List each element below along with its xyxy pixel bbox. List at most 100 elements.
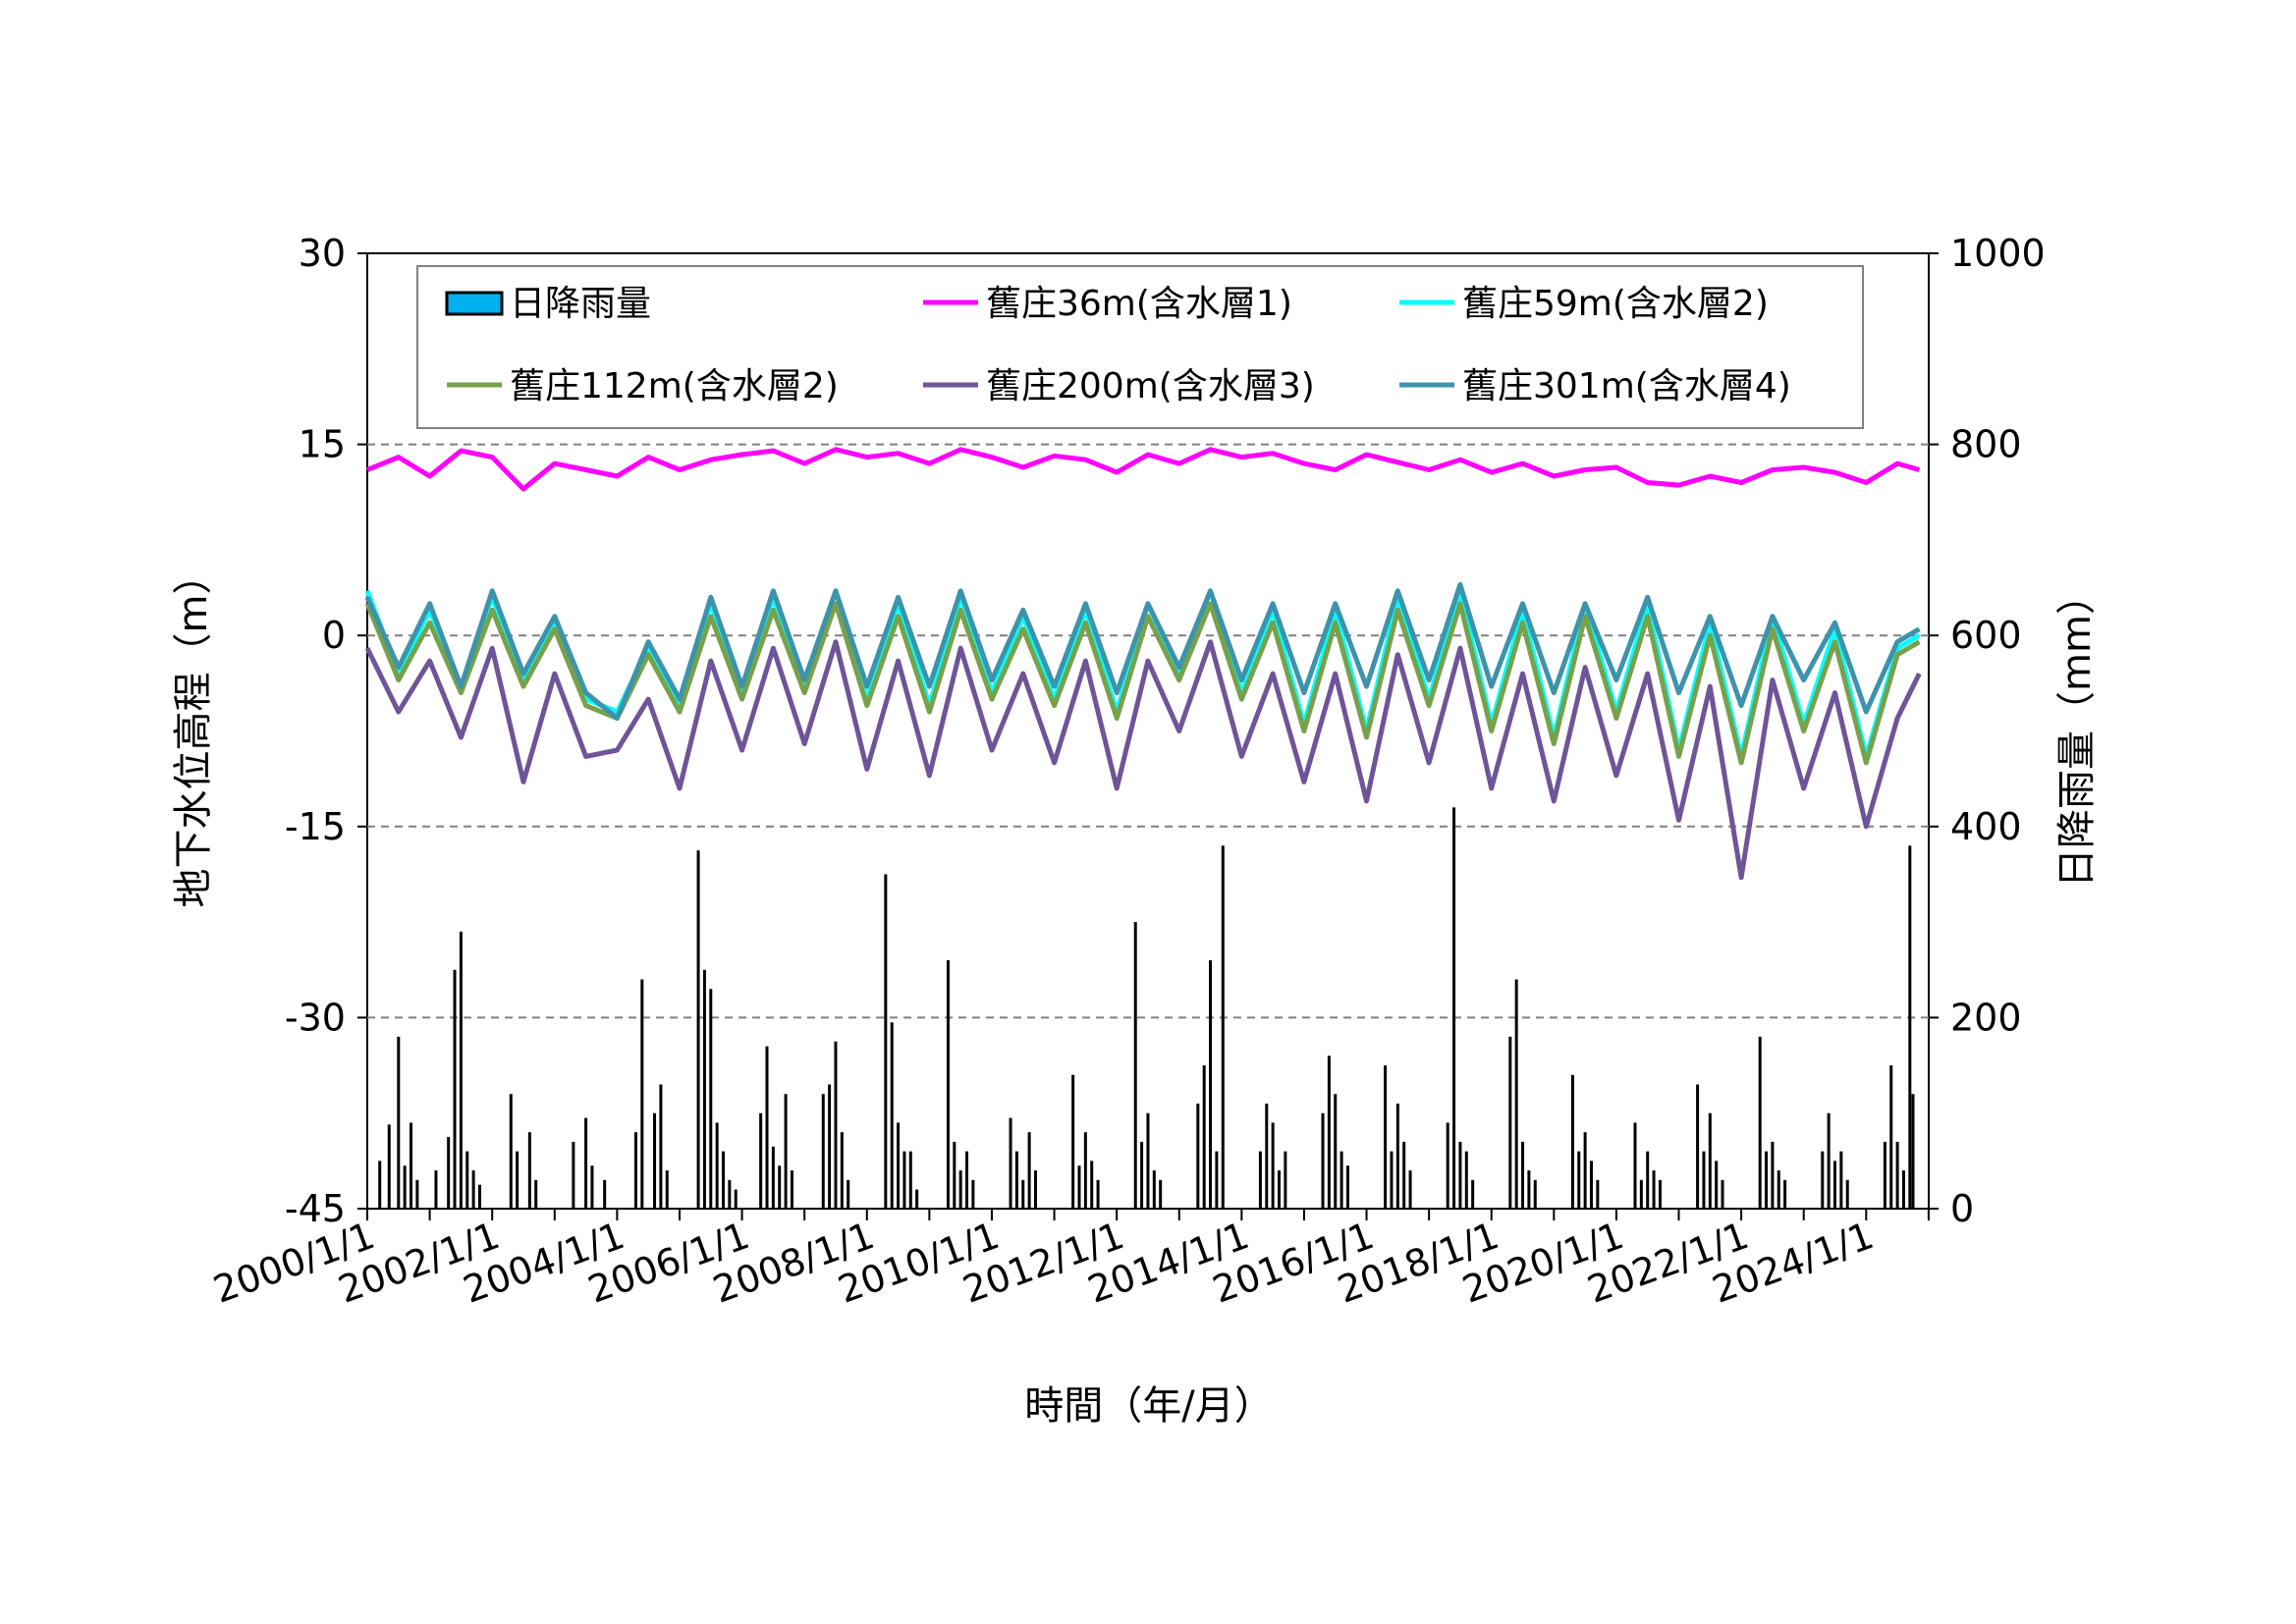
rainfall-bar xyxy=(828,1084,832,1209)
rainfall-bar xyxy=(1209,960,1213,1209)
rainfall-bar xyxy=(1033,1170,1037,1209)
rainfall-bar xyxy=(1583,1132,1587,1209)
rainfall-bar xyxy=(1159,1179,1163,1209)
rainfall-bar xyxy=(653,1112,657,1209)
rainfall-bar xyxy=(1339,1151,1343,1209)
rainfall-bar xyxy=(1839,1151,1843,1209)
rainfall-bar xyxy=(1646,1151,1650,1209)
rainfall-bar xyxy=(1140,1141,1144,1209)
legend-label: 舊庄112m(含水層2) xyxy=(510,366,839,406)
rainfall-bar xyxy=(1771,1141,1775,1209)
rainfall-bar xyxy=(1639,1179,1643,1209)
rainfall-bar xyxy=(1077,1165,1081,1209)
rainfall-bar xyxy=(1883,1141,1886,1209)
rainfall-bar xyxy=(387,1124,391,1209)
rainfall-bar xyxy=(709,989,713,1209)
rainfall-bar xyxy=(958,1170,962,1209)
series-lines xyxy=(364,447,1922,881)
rainfall-bar xyxy=(1146,1112,1150,1209)
rainfall-bar xyxy=(1765,1151,1769,1209)
rainfall-bar xyxy=(1321,1112,1325,1209)
rainfall-bar xyxy=(1221,845,1225,1209)
rainfall-bar xyxy=(665,1170,669,1209)
rainfall-bar xyxy=(1402,1141,1406,1209)
rainfall-bar xyxy=(946,960,950,1209)
rainfall-bar xyxy=(1083,1132,1087,1209)
right-tick-label: 1000 xyxy=(1950,232,2046,275)
rainfall-bar xyxy=(953,1141,957,1209)
legend-box xyxy=(416,265,1864,429)
rainfall-bar xyxy=(1911,1094,1915,1209)
rainfall-bar xyxy=(1845,1179,1849,1209)
rainfall-bar xyxy=(715,1122,719,1209)
rainfall-bar xyxy=(1596,1179,1600,1209)
rainfall-bar xyxy=(1284,1151,1287,1209)
rainfall-bar xyxy=(527,1132,531,1209)
rainfall-bar xyxy=(509,1094,513,1209)
rainfall-bar xyxy=(453,969,457,1209)
right-tick-label: 200 xyxy=(1950,996,2022,1039)
legend-label: 日降雨量 xyxy=(510,284,651,324)
rainfall-bar xyxy=(1901,1170,1905,1209)
rainfall-bar xyxy=(1009,1117,1012,1209)
rainfall-bar xyxy=(1345,1165,1349,1209)
series-line xyxy=(364,581,1921,721)
legend-label: 舊庄301m(含水層4) xyxy=(1462,366,1791,406)
rainfall-bar xyxy=(728,1179,732,1209)
series-line xyxy=(366,447,1921,492)
rainfall-bar xyxy=(477,1184,481,1209)
legend-swatch xyxy=(445,291,504,316)
left-tick-label: 0 xyxy=(322,614,346,657)
rainfall-bar xyxy=(397,1036,401,1209)
rainfall-bar xyxy=(1715,1161,1719,1209)
rainfall-bar xyxy=(1395,1103,1399,1209)
rainfall-bar xyxy=(1758,1036,1762,1209)
rainfall-bar xyxy=(1696,1084,1700,1209)
rainfall-bar xyxy=(590,1165,594,1209)
rainfall-bar xyxy=(603,1179,607,1209)
right-tick-label: 400 xyxy=(1950,805,2022,848)
rainfall-bar xyxy=(1777,1170,1780,1209)
rainfall-bar xyxy=(471,1170,475,1209)
rainfall-bar xyxy=(1633,1122,1637,1209)
rainfall-bar xyxy=(908,1151,912,1209)
rainfall-bar xyxy=(1446,1122,1449,1209)
rainfall-bar xyxy=(1652,1170,1656,1209)
rainfall-bar xyxy=(1021,1179,1025,1209)
rainfall-bar xyxy=(1390,1151,1394,1209)
rainfall-bar xyxy=(1471,1179,1475,1209)
rainfall-bar xyxy=(1464,1151,1468,1209)
rainfall-bar xyxy=(1527,1170,1531,1209)
left-tick-label: -15 xyxy=(285,805,346,848)
rainfall-bar xyxy=(640,979,644,1209)
rainfall-bar xyxy=(1577,1151,1581,1209)
rainfall-bar xyxy=(459,931,463,1209)
rainfall-bar xyxy=(415,1179,419,1209)
rainfall-bar xyxy=(897,1122,901,1209)
rainfall-bar xyxy=(1521,1141,1525,1209)
rainfall-bar xyxy=(1458,1141,1462,1209)
rainfall-bar xyxy=(1452,807,1456,1209)
rainfall-bar xyxy=(778,1165,782,1209)
legend-label: 舊庄200m(含水層3) xyxy=(986,366,1315,406)
rainfall-bar xyxy=(1570,1074,1574,1209)
rainfall-bar xyxy=(915,1189,919,1209)
rainfall-bar xyxy=(702,969,706,1209)
rainfall-bar xyxy=(1133,922,1137,1209)
rainfall-bar xyxy=(633,1132,637,1209)
rainfall-bar xyxy=(1658,1179,1662,1209)
rainfall-bar xyxy=(821,1094,825,1209)
rainfall-bar xyxy=(659,1084,663,1209)
left-tick-label: -45 xyxy=(285,1187,346,1230)
series-line xyxy=(364,639,1922,881)
rainfall-bar xyxy=(1202,1065,1206,1209)
rainfall-bar xyxy=(847,1179,850,1209)
left-tick-label: -30 xyxy=(285,996,346,1039)
rainfall-bar xyxy=(1514,979,1518,1209)
rainfall-bar xyxy=(410,1122,413,1209)
rainfall-bar xyxy=(1014,1151,1018,1209)
rainfall-bar xyxy=(1533,1179,1537,1209)
rainfall-bar xyxy=(1278,1170,1282,1209)
rainfall-bar xyxy=(1589,1161,1593,1209)
